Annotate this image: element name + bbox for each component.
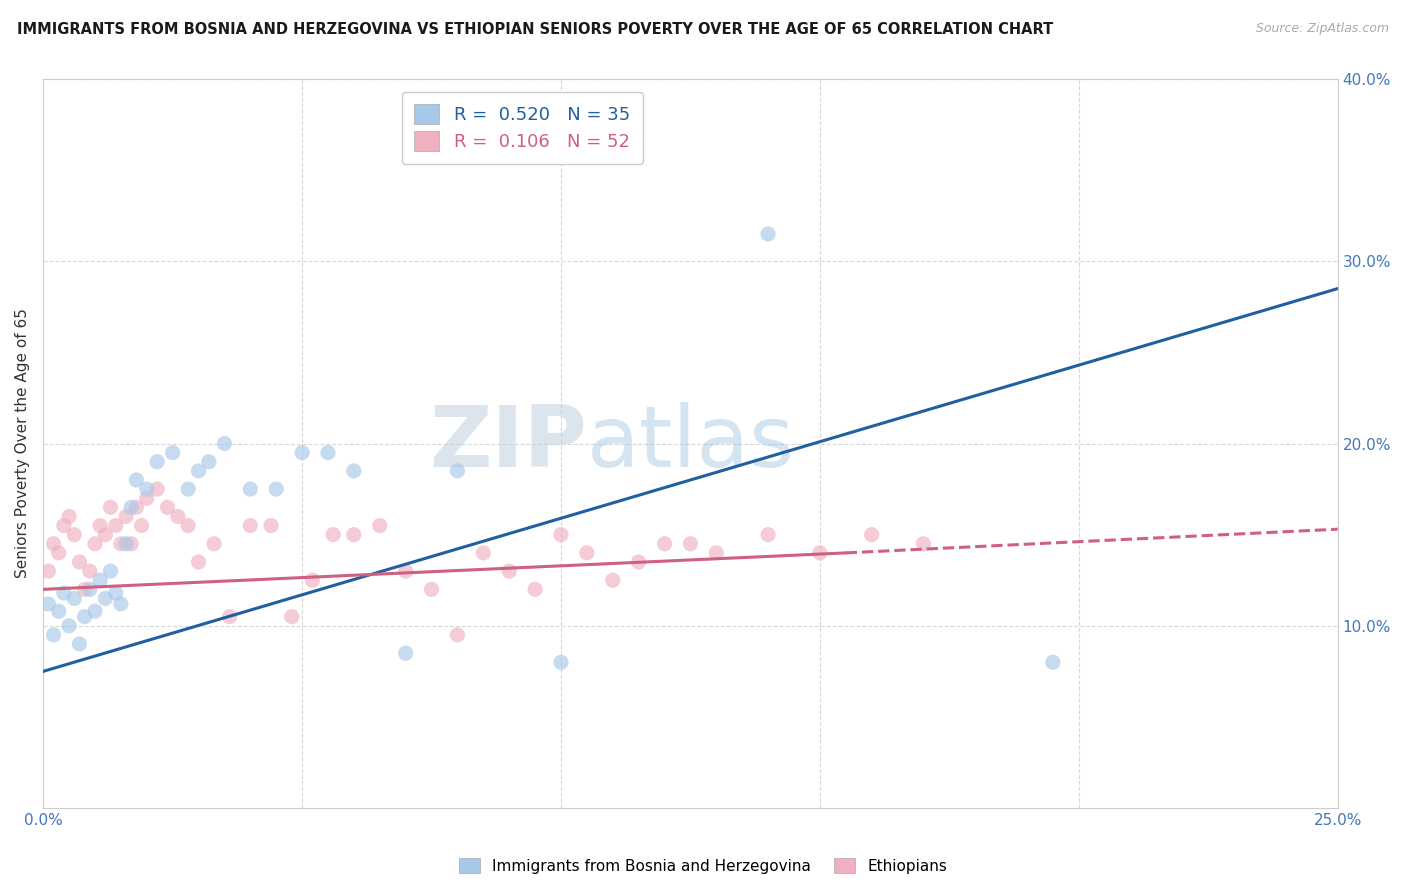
Point bbox=[120, 537, 142, 551]
Point bbox=[498, 564, 520, 578]
Point bbox=[89, 573, 111, 587]
Point bbox=[316, 445, 339, 459]
Point bbox=[214, 436, 236, 450]
Point bbox=[550, 655, 572, 669]
Point bbox=[280, 609, 302, 624]
Point bbox=[135, 491, 157, 506]
Point bbox=[1042, 655, 1064, 669]
Point bbox=[704, 546, 727, 560]
Point bbox=[395, 646, 418, 660]
Point bbox=[472, 546, 495, 560]
Y-axis label: Seniors Poverty Over the Age of 65: Seniors Poverty Over the Age of 65 bbox=[15, 309, 30, 579]
Point bbox=[808, 546, 831, 560]
Point bbox=[110, 537, 132, 551]
Point bbox=[67, 555, 90, 569]
Point bbox=[63, 591, 86, 606]
Point bbox=[63, 527, 86, 541]
Point bbox=[94, 527, 117, 541]
Point bbox=[446, 628, 468, 642]
Point bbox=[84, 604, 107, 618]
Point bbox=[58, 619, 80, 633]
Point bbox=[602, 573, 624, 587]
Point bbox=[131, 518, 153, 533]
Point bbox=[48, 546, 70, 560]
Point bbox=[187, 464, 209, 478]
Point bbox=[524, 582, 547, 597]
Point bbox=[162, 445, 184, 459]
Point bbox=[187, 555, 209, 569]
Point bbox=[218, 609, 240, 624]
Point bbox=[125, 473, 148, 487]
Point bbox=[67, 637, 90, 651]
Point bbox=[52, 586, 75, 600]
Point bbox=[368, 518, 391, 533]
Point bbox=[239, 518, 262, 533]
Point bbox=[110, 597, 132, 611]
Point bbox=[84, 537, 107, 551]
Text: atlas: atlas bbox=[586, 402, 794, 485]
Point bbox=[42, 628, 65, 642]
Point bbox=[575, 546, 598, 560]
Point bbox=[912, 537, 935, 551]
Point bbox=[291, 445, 314, 459]
Point bbox=[125, 500, 148, 515]
Point bbox=[260, 518, 283, 533]
Point bbox=[42, 537, 65, 551]
Point bbox=[120, 500, 142, 515]
Point bbox=[104, 586, 127, 600]
Point bbox=[627, 555, 650, 569]
Point bbox=[177, 518, 200, 533]
Point bbox=[756, 227, 779, 241]
Point bbox=[100, 500, 122, 515]
Point bbox=[550, 527, 572, 541]
Text: Source: ZipAtlas.com: Source: ZipAtlas.com bbox=[1256, 22, 1389, 36]
Point bbox=[94, 591, 117, 606]
Point bbox=[446, 464, 468, 478]
Point bbox=[420, 582, 443, 597]
Point bbox=[343, 527, 366, 541]
Legend: Immigrants from Bosnia and Herzegovina, Ethiopians: Immigrants from Bosnia and Herzegovina, … bbox=[453, 852, 953, 880]
Point bbox=[679, 537, 702, 551]
Point bbox=[115, 537, 138, 551]
Point bbox=[654, 537, 676, 551]
Point bbox=[79, 564, 101, 578]
Point bbox=[146, 455, 169, 469]
Point bbox=[135, 482, 157, 496]
Point bbox=[48, 604, 70, 618]
Legend: R =  0.520   N = 35, R =  0.106   N = 52: R = 0.520 N = 35, R = 0.106 N = 52 bbox=[402, 92, 643, 164]
Point bbox=[37, 597, 59, 611]
Point bbox=[239, 482, 262, 496]
Point bbox=[343, 464, 366, 478]
Point bbox=[79, 582, 101, 597]
Point bbox=[322, 527, 344, 541]
Point bbox=[73, 582, 96, 597]
Point bbox=[860, 527, 883, 541]
Point bbox=[301, 573, 323, 587]
Point bbox=[146, 482, 169, 496]
Point bbox=[395, 564, 418, 578]
Point bbox=[73, 609, 96, 624]
Point bbox=[166, 509, 188, 524]
Point bbox=[89, 518, 111, 533]
Point bbox=[115, 509, 138, 524]
Point bbox=[198, 455, 221, 469]
Point bbox=[58, 509, 80, 524]
Text: IMMIGRANTS FROM BOSNIA AND HERZEGOVINA VS ETHIOPIAN SENIORS POVERTY OVER THE AGE: IMMIGRANTS FROM BOSNIA AND HERZEGOVINA V… bbox=[17, 22, 1053, 37]
Point bbox=[100, 564, 122, 578]
Point bbox=[756, 527, 779, 541]
Point bbox=[37, 564, 59, 578]
Point bbox=[177, 482, 200, 496]
Text: ZIP: ZIP bbox=[429, 402, 586, 485]
Point bbox=[156, 500, 179, 515]
Point bbox=[52, 518, 75, 533]
Point bbox=[104, 518, 127, 533]
Point bbox=[202, 537, 225, 551]
Point bbox=[264, 482, 287, 496]
